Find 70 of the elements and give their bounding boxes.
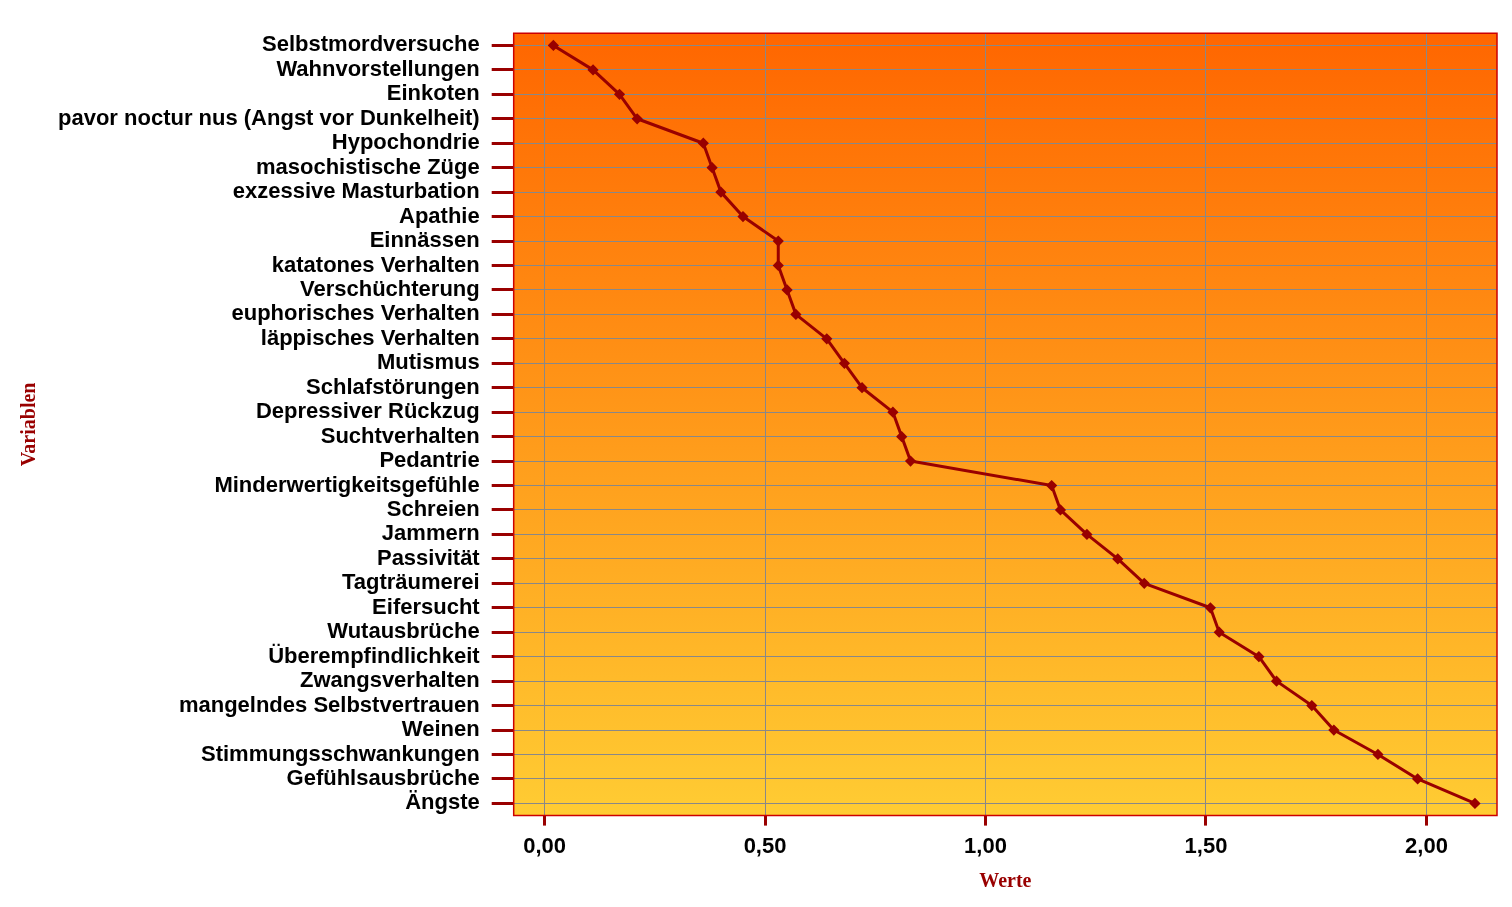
y-tick-label: masochistische Züge — [255, 153, 480, 179]
point — [737, 211, 748, 222]
y-tick-label: Suchtverhalten — [320, 422, 480, 448]
y-tick-label: Minderwertigkeitsgefühle — [214, 471, 480, 497]
y-tick-label: Mutismus — [377, 349, 480, 375]
y-tick-label: läppisches Verhalten — [260, 324, 480, 350]
y-tick-label: Hypochondrie — [331, 129, 480, 155]
y-tick-label: mangelndes Selbstvertrauen — [178, 691, 480, 717]
point — [1253, 651, 1264, 662]
y-tick-label: Passivität — [376, 544, 481, 570]
y-tick-label: Einkoten — [386, 80, 480, 106]
y-tick-label: Apathie — [399, 202, 480, 228]
y-tick-label: Depressiver Rückzug — [255, 398, 480, 424]
x-tick-label: 0,50 — [743, 832, 787, 858]
point — [1306, 700, 1317, 711]
point — [887, 407, 898, 418]
y-tick-label: Schreien — [386, 496, 480, 522]
point — [839, 358, 850, 369]
y-tick-label: exzessive Masturbation — [232, 178, 480, 204]
point — [715, 187, 726, 198]
point — [773, 236, 784, 247]
point — [1469, 798, 1480, 809]
y-tick-label: Schlafstörungen — [306, 373, 480, 399]
point — [896, 431, 907, 442]
y-tick-label: Wutausbrüche — [327, 618, 480, 644]
y-tick-label: Ängste — [405, 789, 480, 815]
point — [782, 284, 793, 295]
point — [548, 40, 559, 51]
point — [790, 309, 801, 320]
point — [1372, 749, 1383, 760]
y-axis-title: Variablen — [17, 382, 40, 467]
point — [1412, 773, 1423, 784]
y-tick-label: Eifersucht — [372, 593, 481, 619]
y-tick-label: Zwangsverhalten — [299, 667, 480, 693]
y-tick-label: pavor noctur nus (Angst vor Dunkelheit) — [57, 104, 480, 130]
point — [905, 456, 916, 467]
x-axis-title: Werte — [979, 869, 1032, 892]
y-tick-label: katatones Verhalten — [271, 251, 480, 277]
x-tick-label: 1,00 — [964, 832, 1007, 858]
point — [1328, 725, 1339, 736]
point — [1055, 504, 1066, 515]
y-tick-label: Selbstmordversuche — [262, 31, 480, 57]
point — [1081, 529, 1092, 540]
point — [698, 138, 709, 149]
point — [632, 113, 643, 124]
y-tick-label: Überempfindlichkeit — [268, 642, 481, 668]
point — [1214, 627, 1225, 638]
y-tick-label: Stimmungsschwankungen — [200, 740, 480, 766]
point — [614, 89, 625, 100]
point — [1271, 676, 1282, 687]
y-tick-label: Tagträumerei — [341, 569, 480, 595]
y-tick-label: Verschüchterung — [299, 275, 480, 301]
y-tick-label: euphorisches Verhalten — [231, 300, 480, 326]
y-tick-label: Wahnvorstellungen — [276, 55, 480, 81]
point — [1139, 578, 1150, 589]
point — [773, 260, 784, 271]
y-tick-label: Jammern — [381, 520, 480, 546]
x-tick-label: 0,00 — [523, 832, 566, 858]
point — [707, 162, 718, 173]
point — [1205, 602, 1216, 613]
y-tick-label: Einnässen — [369, 227, 480, 253]
point — [857, 382, 868, 393]
y-tick-label: Pedantrie — [379, 447, 480, 473]
point — [821, 333, 832, 344]
point — [1112, 553, 1123, 564]
point — [588, 64, 599, 75]
point — [1046, 480, 1057, 491]
x-tick-label: 2,00 — [1405, 832, 1448, 858]
y-tick-label: Weinen — [401, 716, 480, 742]
x-tick-label: 1,50 — [1184, 832, 1228, 858]
